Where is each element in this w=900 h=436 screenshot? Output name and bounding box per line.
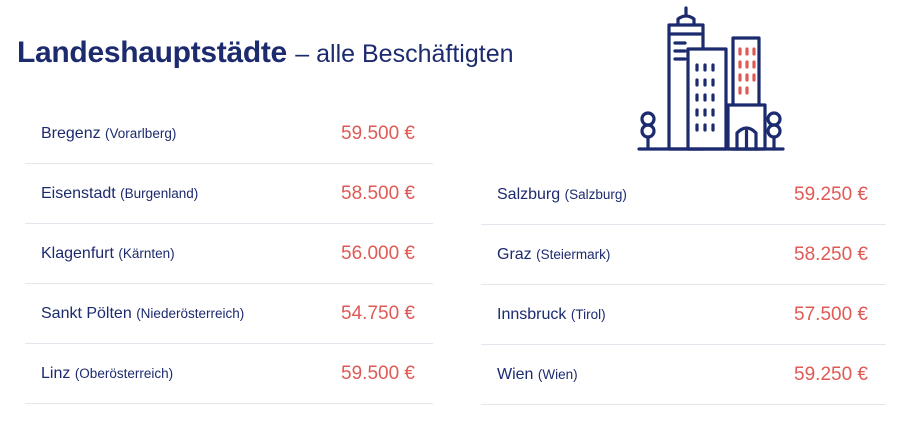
state-name: (Burgenland) — [120, 185, 199, 201]
list-item: Graz (Steiermark) 58.250 € — [481, 225, 886, 285]
state-name: (Salzburg) — [564, 186, 627, 202]
salary-value: 58.250 € — [794, 243, 868, 265]
title-subtitle: – alle Beschäftigten — [295, 40, 514, 68]
list-item: Bregenz (Vorarlberg) 59.500 € — [25, 104, 433, 164]
list-item: Innsbruck (Tirol) 57.500 € — [481, 285, 886, 345]
salary-value: 59.250 € — [794, 183, 868, 205]
state-name: (Steiermark) — [536, 246, 611, 262]
salary-value: 59.500 € — [341, 122, 415, 144]
page-title: Landeshauptstädte – alle Beschäftigten — [17, 34, 514, 73]
salary-value: 54.750 € — [341, 302, 415, 324]
list-item: Sankt Pölten (Niederösterreich) 54.750 € — [25, 284, 433, 344]
state-name: (Wien) — [537, 366, 578, 382]
state-name: (Oberösterreich) — [74, 365, 174, 381]
city-name: Sankt Pölten (Niederösterreich) — [41, 304, 245, 322]
list-item: Linz (Oberösterreich) 59.500 € — [25, 344, 433, 404]
city-name: Salzburg (Salzburg) — [497, 185, 627, 203]
salary-value: 59.250 € — [794, 363, 868, 385]
state-name: (Vorarlberg) — [105, 125, 177, 141]
salary-value: 58.500 € — [341, 182, 415, 204]
city-name: Eisenstadt (Burgenland) — [41, 184, 199, 202]
salary-value: 56.000 € — [341, 242, 415, 264]
city-name: Innsbruck (Tirol) — [497, 305, 606, 323]
right-salary-list: Salzburg (Salzburg) 59.250 € Graz (Steie… — [481, 165, 886, 405]
city-name: Wien (Wien) — [497, 365, 578, 383]
city-name: Klagenfurt (Kärnten) — [41, 244, 175, 262]
list-item: Salzburg (Salzburg) 59.250 € — [481, 165, 886, 225]
salary-value: 59.500 € — [341, 362, 415, 384]
list-item: Eisenstadt (Burgenland) 58.500 € — [25, 164, 433, 224]
list-item: Wien (Wien) 59.250 € — [481, 345, 886, 405]
city-name: Bregenz (Vorarlberg) — [41, 124, 177, 142]
left-salary-list: Bregenz (Vorarlberg) 59.500 € Eisenstadt… — [25, 104, 433, 404]
city-buildings-icon — [637, 6, 785, 151]
city-name: Linz (Oberösterreich) — [41, 364, 174, 382]
city-name: Graz (Steiermark) — [497, 245, 611, 263]
title-bold: Landeshauptstädte — [17, 36, 287, 69]
salary-value: 57.500 € — [794, 303, 868, 325]
state-name: (Niederösterreich) — [136, 305, 245, 321]
list-item: Klagenfurt (Kärnten) 56.000 € — [25, 224, 433, 284]
state-name: (Kärnten) — [118, 245, 175, 261]
state-name: (Tirol) — [570, 306, 606, 322]
